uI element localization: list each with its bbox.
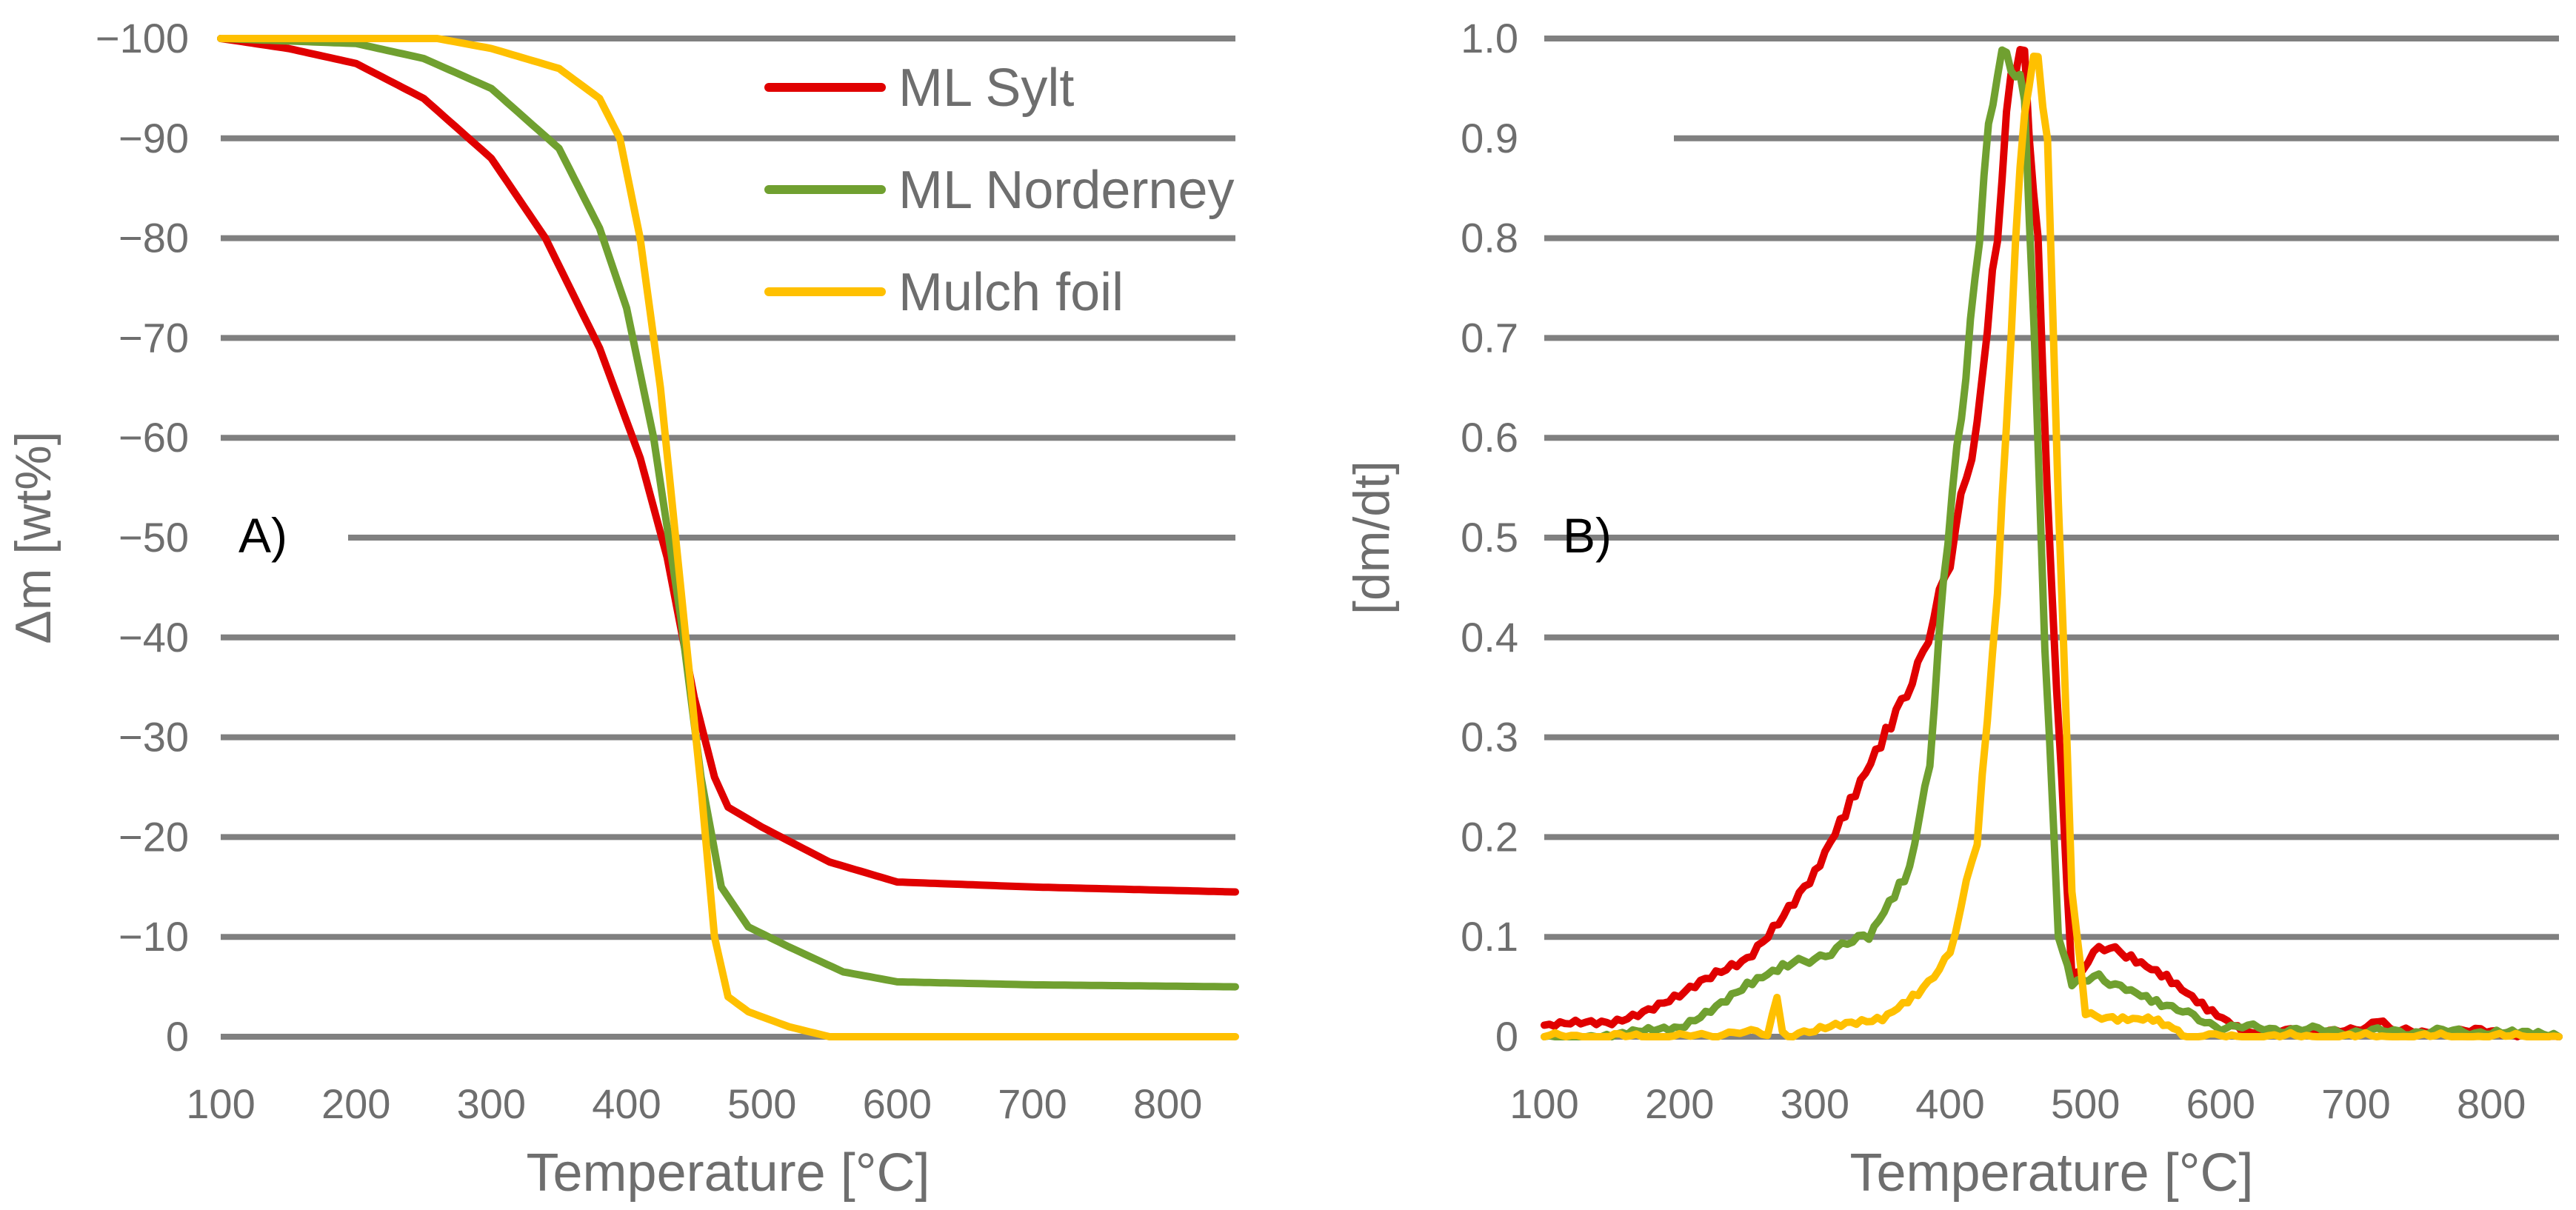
y-tick-label: 0.8 (1461, 215, 1518, 261)
b-series-ml-norderney (1541, 46, 2563, 1040)
y-tick-label: −90 (119, 115, 189, 161)
panel-label: A) (238, 508, 287, 563)
panel-a: 0 −10 −20 −30 −40 −50 −60 −70 −80 −90 −100 100 200 30… (5, 15, 1239, 1203)
y-axis-title: Δm [wt%] (5, 431, 61, 644)
a-series-ml-norderney (217, 35, 1239, 991)
y-tick-label: 0.4 (1461, 614, 1518, 661)
x-tick-label: 700 (998, 1080, 1067, 1127)
x-tick-label: 100 (1509, 1080, 1578, 1127)
x-axis-title: Temperature [°C] (1850, 1143, 2254, 1203)
y-tick-label: 0.3 (1461, 714, 1518, 761)
legend-label: ML Sylt (898, 59, 1074, 118)
y-tick-label: −70 (119, 314, 189, 361)
y-tick-label: 0.6 (1461, 414, 1518, 461)
x-tick-label: 700 (2321, 1080, 2390, 1127)
y-tick-label: −40 (119, 614, 189, 661)
x-tick-label: 200 (1645, 1080, 1714, 1127)
x-axis-title: Temperature [°C] (527, 1143, 930, 1203)
b-series-mulch-foil (1541, 53, 2563, 1040)
x-tick-label: 600 (863, 1080, 932, 1127)
x-tick-label: 200 (321, 1080, 390, 1127)
y-tick-label: 0.5 (1461, 514, 1518, 561)
y-tick-label: −50 (119, 514, 189, 561)
y-tick-label: −100 (96, 15, 189, 61)
x-tick-label: 600 (2186, 1080, 2255, 1127)
legend-label: Mulch foil (898, 263, 1124, 322)
x-tick-label: 300 (457, 1080, 526, 1127)
y-tick-label: 0 (1495, 1013, 1518, 1060)
x-tick-label: 100 (186, 1080, 255, 1127)
x-tick-label: 800 (1133, 1080, 1202, 1127)
y-tick-label: 0.2 (1461, 813, 1518, 860)
y-tick-label: −80 (119, 215, 189, 261)
a-series-mulch-foil (217, 35, 1239, 1040)
x-tick-label: 300 (1781, 1080, 1849, 1127)
y-tick-label: −20 (119, 813, 189, 860)
legend-label: ML Norderney (898, 161, 1235, 220)
a-series-ml-sylt (217, 35, 1239, 896)
y-tick-label: −60 (119, 414, 189, 461)
x-tick-label: 500 (2051, 1080, 2120, 1127)
y-axis-title: [dm/dt] (1344, 461, 1400, 615)
x-tick-label: 500 (727, 1080, 796, 1127)
x-tick-label: 400 (1915, 1080, 1984, 1127)
panel-b: 0 0.1 0.2 0.3 0.4 0.5 0.6 0.7 0.8 0.9 1.0 100 200 300… (1344, 15, 2563, 1203)
y-tick-label: 0.1 (1461, 913, 1518, 960)
y-tick-label: −30 (119, 714, 189, 761)
y-tick-label: 1.0 (1461, 15, 1518, 61)
x-tick-label: 400 (592, 1080, 661, 1127)
panel-label: B) (1563, 508, 1612, 563)
y-tick-label: −10 (119, 913, 189, 960)
b-series-ml-sylt (1541, 46, 2563, 1040)
y-tick-label: 0.7 (1461, 314, 1518, 361)
x-tick-label: 800 (2457, 1080, 2526, 1127)
y-tick-label: 0 (166, 1013, 189, 1060)
y-tick-label: 0.9 (1461, 115, 1518, 161)
